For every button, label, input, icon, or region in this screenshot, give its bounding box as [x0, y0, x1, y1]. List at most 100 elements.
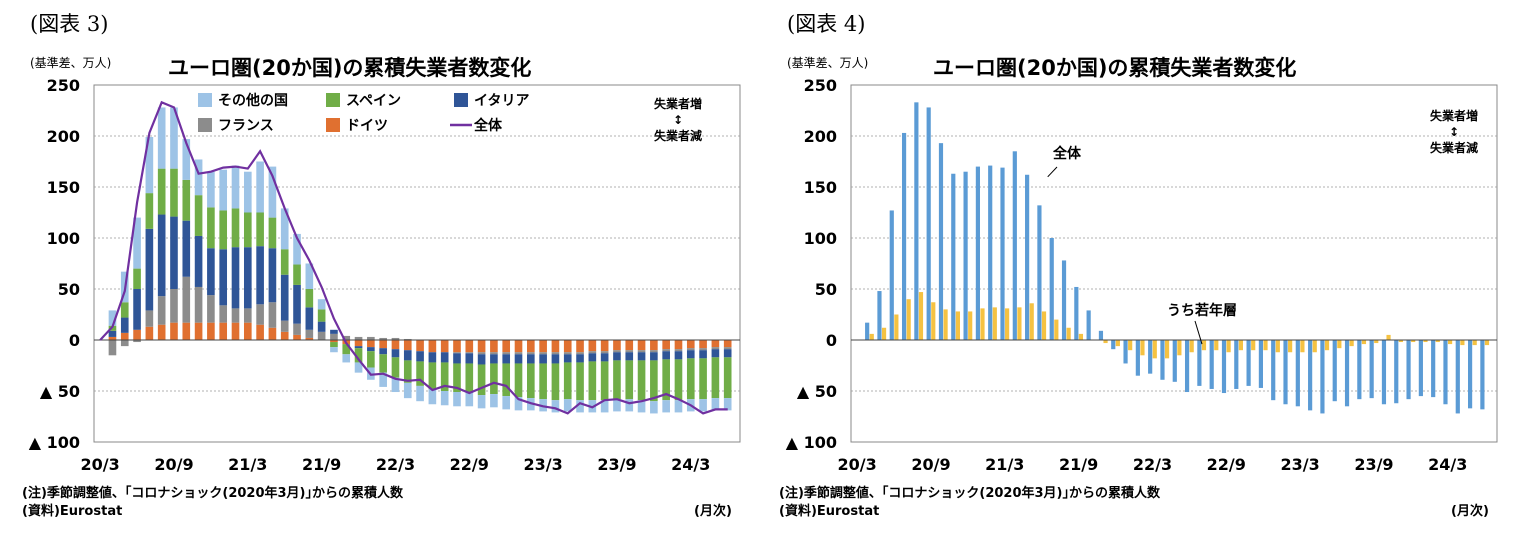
bar-spain: [650, 360, 658, 402]
bar-italy: [699, 350, 707, 359]
bar-youth: [1460, 340, 1465, 346]
chart-title: ユーロ圏(20か国)の累積失業者数変化: [933, 56, 1297, 80]
bar-france: [699, 348, 707, 351]
bar-italy: [231, 247, 240, 309]
bar-france: [367, 336, 375, 340]
bar-germany: [440, 340, 449, 353]
legend-label: ドイツ: [346, 118, 388, 134]
bar-spain: [194, 195, 203, 236]
bar-total: [951, 173, 956, 340]
bar-youth: [992, 307, 997, 340]
bar-italy: [219, 249, 228, 306]
bar-youth: [1423, 340, 1428, 343]
bar-youth: [1349, 340, 1354, 347]
bar-germany: [133, 329, 141, 340]
bar-italy: [416, 351, 424, 362]
bar-youth: [1411, 340, 1416, 343]
bar-youth: [1251, 340, 1256, 351]
bar-germany: [403, 340, 412, 351]
bar-germany: [120, 332, 129, 340]
y-tick-label: 50: [58, 280, 80, 299]
legend-swatch-france: [198, 118, 212, 132]
legend-label: フランス: [218, 118, 274, 134]
y-tick-label: 100: [804, 229, 837, 248]
bar-france: [613, 350, 621, 353]
x-tick-label: 20/9: [911, 455, 950, 474]
bar-france: [711, 347, 720, 350]
bar-youth: [1115, 340, 1120, 347]
bar-spain: [563, 362, 572, 400]
bar-spain: [588, 361, 597, 401]
bar-other: [108, 310, 117, 326]
legend-label: その他の国: [218, 92, 288, 109]
bar-total: [1258, 340, 1264, 388]
bar-italy: [280, 274, 289, 321]
bar-youth: [1078, 333, 1084, 340]
bar-total: [1394, 340, 1399, 404]
bar-total: [1086, 310, 1091, 340]
bar-youth: [1103, 340, 1108, 344]
x-tick-label: 23/3: [523, 455, 562, 474]
bar-total: [914, 102, 919, 340]
bar-spain: [711, 357, 720, 399]
y-tick-label: ▲ 50: [797, 382, 837, 401]
bar-youth: [1201, 340, 1207, 351]
bar-other: [231, 165, 240, 209]
bar-italy: [379, 348, 387, 355]
bar-other: [662, 400, 670, 413]
bar-total: [1123, 340, 1128, 364]
bar-germany: [256, 324, 264, 340]
bar-youth: [1017, 307, 1022, 340]
bar-france: [157, 296, 166, 325]
bar-total: [1111, 340, 1116, 350]
chart-source: (資料)Eurostat: [22, 504, 123, 519]
bar-france: [502, 352, 511, 355]
bar-france: [453, 352, 461, 354]
bar-france: [243, 308, 252, 323]
bar-italy: [588, 353, 597, 362]
bar-germany: [108, 336, 117, 340]
bar-other: [207, 171, 215, 208]
bar-france: [194, 286, 203, 323]
bar-other: [379, 372, 387, 387]
bar-france: [182, 276, 191, 323]
bar-youth: [918, 292, 924, 340]
bar-germany: [330, 340, 338, 343]
bar-germany: [453, 340, 461, 353]
bar-spain: [379, 354, 387, 373]
bar-total: [1135, 340, 1140, 376]
bar-spain: [367, 351, 375, 368]
bar-other: [268, 166, 277, 218]
bar-italy: [650, 352, 658, 361]
x-tick-label: 21/9: [302, 455, 341, 474]
direction-down-label: 失業者減: [1430, 140, 1478, 155]
bar-italy: [440, 352, 449, 363]
x-tick-label: 22/3: [376, 455, 415, 474]
bar-spain: [477, 364, 486, 396]
bar-total: [975, 166, 980, 340]
bar-italy: [711, 349, 720, 358]
bar-italy: [563, 354, 572, 363]
bar-other: [256, 161, 264, 213]
direction-arrow: ↕: [673, 113, 683, 127]
bar-spain: [723, 357, 732, 399]
bar-italy: [490, 354, 498, 364]
bar-germany: [600, 340, 609, 352]
bar-germany: [502, 340, 511, 353]
x-tick-label: 20/9: [154, 455, 193, 474]
bar-youth: [1226, 340, 1231, 353]
bar-other: [502, 396, 511, 410]
bar-france: [231, 308, 240, 323]
bar-other: [613, 399, 621, 412]
bar-germany: [650, 340, 658, 351]
bar-spain: [428, 362, 437, 389]
bar-france: [539, 352, 547, 355]
figure-label: (図表 3): [30, 12, 109, 36]
x-tick-label: 21/3: [228, 455, 267, 474]
y-tick-label: 0: [826, 331, 837, 350]
bar-youth: [943, 309, 948, 340]
bar-spain: [699, 358, 707, 400]
bar-other: [453, 392, 461, 407]
bar-spain: [416, 361, 424, 386]
